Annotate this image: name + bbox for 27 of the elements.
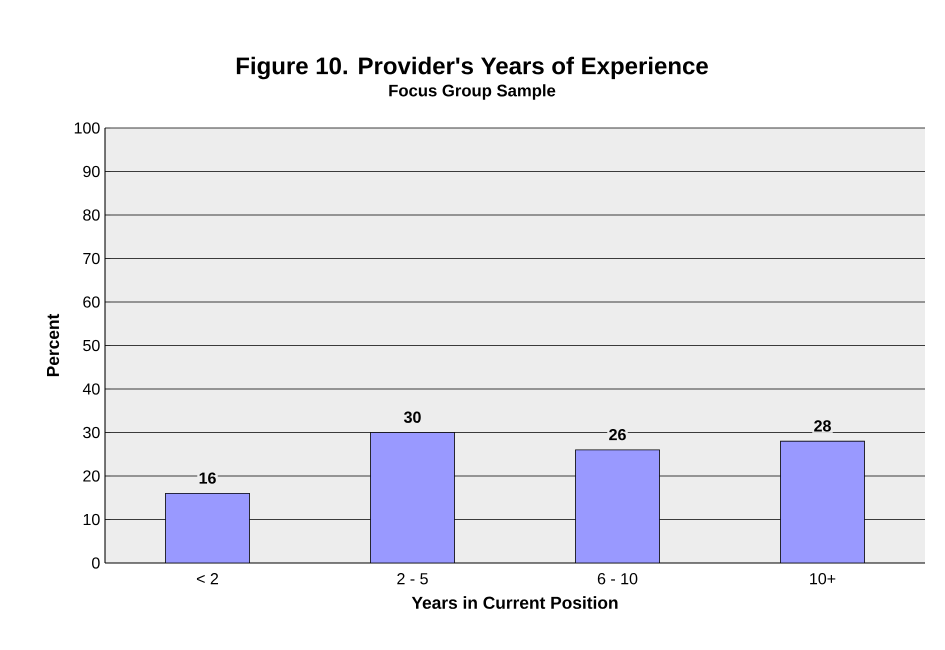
y-tick-label: 10 bbox=[84, 514, 100, 526]
bar bbox=[575, 450, 660, 563]
x-tick-label: 6 - 10 bbox=[598, 573, 638, 584]
y-tick-label: 80 bbox=[83, 209, 100, 221]
y-tick-label: 30 bbox=[83, 426, 100, 438]
y-tick-label: 0 bbox=[92, 557, 100, 569]
x-axis-title: Years in Current Position bbox=[412, 596, 618, 609]
y-tick-label: 50 bbox=[83, 340, 100, 352]
chart-subtitle: Focus Group Sample bbox=[389, 84, 556, 100]
y-tick-label: 60 bbox=[83, 296, 100, 308]
data-label: 28 bbox=[814, 420, 831, 432]
data-label: 26 bbox=[609, 428, 626, 440]
y-tick-label: 70 bbox=[83, 252, 100, 264]
bar bbox=[370, 432, 455, 563]
x-tick-label: 10+ bbox=[810, 573, 836, 584]
y-tick-label: 20 bbox=[83, 470, 100, 482]
y-tick-label: 90 bbox=[83, 166, 100, 178]
y-tick-label: 40 bbox=[82, 383, 100, 395]
data-label: 30 bbox=[404, 412, 421, 423]
bar bbox=[780, 440, 865, 563]
bar bbox=[165, 493, 250, 563]
y-tick-label: 100 bbox=[74, 122, 100, 134]
y-axis-title: Percent bbox=[47, 314, 60, 376]
x-tick-label: 2 - 5 bbox=[397, 573, 428, 584]
x-tick-label: < 2 bbox=[196, 573, 218, 584]
chart-title: Figure 10. Provider's Years of Experience bbox=[236, 56, 708, 80]
data-label: 16 bbox=[200, 472, 216, 484]
